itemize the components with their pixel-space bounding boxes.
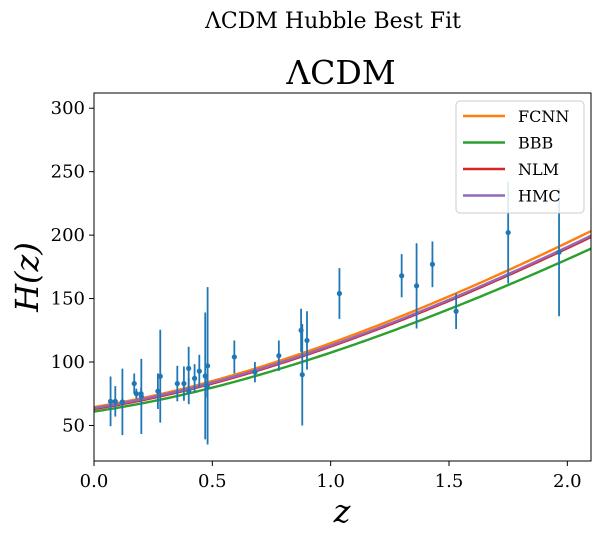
data-point xyxy=(139,394,144,399)
series-line-bbb xyxy=(94,249,591,412)
y-tick-label: 150 xyxy=(51,289,85,310)
data-point xyxy=(132,381,137,386)
data-point xyxy=(113,399,118,404)
legend-label-nlm: NLM xyxy=(518,160,559,179)
data-point xyxy=(181,381,186,386)
x-tick-label: 0.5 xyxy=(198,471,227,492)
x-axis-label: z xyxy=(333,492,352,530)
y-tick-label: 200 xyxy=(51,225,85,246)
y-tick-label: 250 xyxy=(51,162,85,183)
data-point xyxy=(276,353,281,358)
model-curves xyxy=(94,231,591,411)
data-point xyxy=(158,374,163,379)
legend-label-hmc: HMC xyxy=(518,187,561,206)
data-point xyxy=(197,369,202,374)
series-line-nlm xyxy=(94,237,591,409)
data-point xyxy=(192,376,197,381)
plot-title: ΛCDM xyxy=(285,53,395,92)
y-tick-label: 50 xyxy=(62,415,85,436)
x-tick-label: 2.0 xyxy=(553,471,582,492)
data-point xyxy=(120,399,125,404)
data-point xyxy=(337,291,342,296)
data-point xyxy=(414,283,419,288)
figure-suptitle: ΛCDM Hubble Best Fit xyxy=(204,9,461,34)
data-point xyxy=(556,250,561,255)
data-point xyxy=(134,391,139,396)
y-tick-label: 100 xyxy=(51,352,85,373)
legend-label-bbb: BBB xyxy=(518,134,553,153)
data-point xyxy=(108,399,113,404)
data-point xyxy=(454,309,459,314)
data-point xyxy=(430,262,435,267)
series-line-fcnn xyxy=(94,231,591,407)
y-axis-ticks: 50 100 150 200 250 300 xyxy=(51,98,94,436)
data-point xyxy=(186,366,191,371)
legend: FCNN BBB NLM HMC xyxy=(456,101,584,213)
x-axis-ticks: 0.0 0.5 1.0 1.5 2.0 xyxy=(80,461,582,492)
x-tick-label: 1.5 xyxy=(435,471,464,492)
data-point xyxy=(186,389,191,394)
x-tick-label: 0.0 xyxy=(80,471,109,492)
y-axis-label: H(z) xyxy=(8,242,46,313)
data-point xyxy=(506,230,511,235)
data-point xyxy=(300,372,305,377)
data-point xyxy=(304,338,309,343)
data-point xyxy=(175,381,180,386)
y-tick-label: 300 xyxy=(51,98,85,119)
data-point xyxy=(232,354,237,359)
x-tick-label: 1.0 xyxy=(316,471,345,492)
series-line-hmc xyxy=(94,236,591,408)
observation-points xyxy=(108,182,562,445)
data-point xyxy=(252,370,257,375)
data-point xyxy=(205,363,210,368)
data-point xyxy=(399,273,404,278)
legend-label-fcnn: FCNN xyxy=(518,107,569,126)
